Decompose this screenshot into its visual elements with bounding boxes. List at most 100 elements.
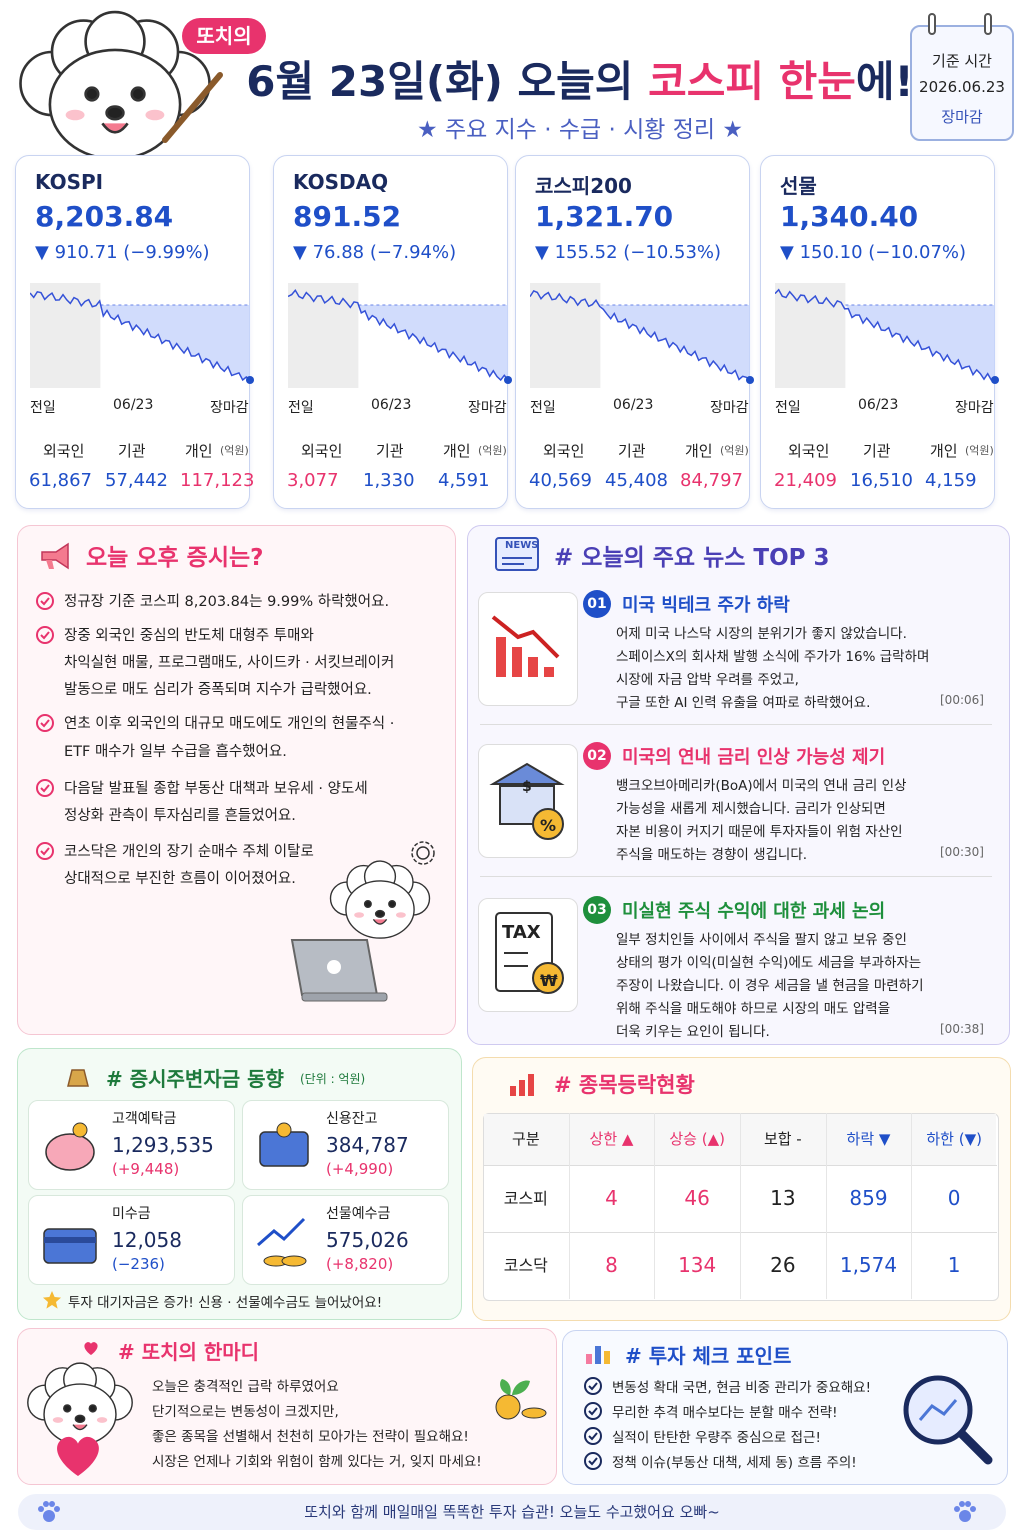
flow-label: 기관	[376, 442, 404, 460]
decoration	[44, 1237, 96, 1243]
check-item: 정책 이슈(부동산 대책, 세제 동) 흐름 주의!	[612, 1455, 857, 1471]
market-item: 정규장 기준 코스피 8,203.84는 9.99% 하락했어요.	[64, 594, 390, 610]
decoration	[67, 1069, 89, 1087]
flow-value: 4,159	[925, 470, 977, 491]
check-icon	[584, 1452, 602, 1470]
index-name: KOSDAQ	[293, 170, 389, 194]
fund-value: 384,787	[326, 1133, 409, 1157]
market-box	[17, 525, 456, 1035]
market-item: 발동으로 매도 심리가 증폭되며 지수가 급락했어요.	[64, 682, 372, 698]
decoration	[74, 1414, 86, 1424]
decoration	[528, 1074, 534, 1096]
news-icon-art	[489, 762, 565, 840]
news-body: 일부 정치인들 사이에서 주식을 팔지 않고 보유 중인	[616, 932, 907, 948]
fund-change: (+8,820)	[326, 1255, 394, 1273]
decoration	[374, 909, 386, 918]
news-number: 03	[583, 896, 611, 924]
decoration	[57, 1436, 99, 1476]
decoration	[957, 1429, 993, 1465]
flow-label: 개인	[443, 442, 471, 460]
scribble	[411, 841, 435, 865]
news-body: 어제 미국 나스닥 시장의 분위기가 좋지 않았습니다.	[616, 626, 907, 642]
decoration	[584, 1427, 602, 1445]
decoration	[954, 1506, 960, 1512]
check-icon	[36, 842, 54, 860]
decoration	[970, 1506, 976, 1512]
index-change: ▼ 76.88 (−7.94%)	[293, 242, 457, 263]
decoration	[43, 1501, 49, 1507]
check-icon	[584, 1377, 602, 1395]
news-icon-art	[495, 912, 564, 994]
fund-icon	[257, 1217, 307, 1267]
decoration	[532, 962, 564, 994]
bar-icon	[586, 1346, 610, 1364]
market-title: 오늘 오후 증시는?	[86, 545, 264, 571]
funds-title: # 증시주변자금 동향	[106, 1067, 284, 1091]
flow-label: 기관	[618, 442, 646, 460]
decoration	[984, 13, 992, 35]
flow-value: 21,409	[774, 470, 837, 491]
decoration	[36, 626, 54, 644]
decoration	[528, 657, 538, 677]
comment-line: 단기적으로는 변동성이 크겠지만,	[152, 1404, 339, 1420]
decoration	[288, 289, 509, 382]
sparkline	[775, 283, 999, 388]
fund-name: 미수금	[112, 1206, 151, 1222]
table-cell: 859	[849, 1186, 888, 1210]
mascot	[19, 10, 211, 161]
fund-change: (+4,990)	[326, 1160, 394, 1178]
decoration	[588, 1457, 598, 1466]
decoration	[43, 1228, 97, 1264]
news-divider	[480, 724, 992, 725]
decoration	[600, 305, 750, 380]
flow-label: 외국인	[301, 442, 343, 460]
news-body: 스페이스X의 회사채 발행 소식에 주가가 16% 급락하며	[616, 649, 930, 665]
decoration	[991, 376, 999, 384]
news-icon	[495, 537, 539, 571]
badge: 또치의	[182, 18, 266, 54]
fund-name: 고객예탁금	[112, 1111, 177, 1127]
decoration	[96, 1417, 108, 1423]
index-value: 1,321.70	[535, 200, 674, 233]
fund-change: (+9,448)	[112, 1160, 180, 1178]
money-bag-icon	[67, 1069, 89, 1087]
heart	[57, 1436, 99, 1476]
table-header: 하한 (▼)	[926, 1130, 982, 1148]
table-header: 하락 ▼	[846, 1130, 891, 1148]
decoration	[52, 1417, 64, 1423]
flow-unit: (억원)	[720, 444, 749, 457]
comment-title: # 또치의 한마디	[118, 1340, 260, 1364]
title-part: 에!	[855, 57, 914, 106]
fund-card	[242, 1195, 449, 1285]
decoration	[586, 1354, 592, 1364]
index-name: KOSPI	[35, 170, 104, 194]
index-change: ▼ 150.10 (−10.07%)	[780, 242, 967, 263]
funds-footer: 투자 대기자금은 증가! 신용 · 선물예수금도 늘어났어요!	[68, 1295, 383, 1311]
flow-value: 45,408	[605, 470, 668, 491]
decoration	[530, 289, 751, 381]
small-heart	[84, 1342, 98, 1355]
decoration	[416, 846, 430, 860]
chart-axis-label: 06/23	[858, 397, 899, 413]
check-icon	[584, 1402, 602, 1420]
index-change: ▼ 155.52 (−10.53%)	[535, 242, 722, 263]
decoration	[965, 1501, 971, 1507]
mascot-heart	[27, 1362, 133, 1446]
decoration	[257, 1217, 306, 1247]
paw	[954, 1501, 976, 1522]
market-item: 연초 이후 외국인의 대규모 매도에도 개인의 현물주식 ·	[64, 716, 395, 732]
decoration	[491, 615, 560, 659]
decoration	[959, 1510, 971, 1522]
table-cell: 13	[770, 1186, 796, 1210]
news-time: [00:38]	[940, 1022, 984, 1036]
decoration	[84, 1342, 98, 1355]
decoration	[30, 290, 251, 382]
market-item: 차익실현 매물, 프로그램매도, 사이드카 · 서킷브레이커	[64, 655, 395, 671]
decoration	[45, 1133, 95, 1171]
decoration	[495, 537, 539, 571]
star-icon	[43, 1291, 61, 1309]
table-cell: 8	[605, 1253, 618, 1277]
decoration	[588, 1407, 598, 1416]
pointer	[162, 72, 223, 143]
